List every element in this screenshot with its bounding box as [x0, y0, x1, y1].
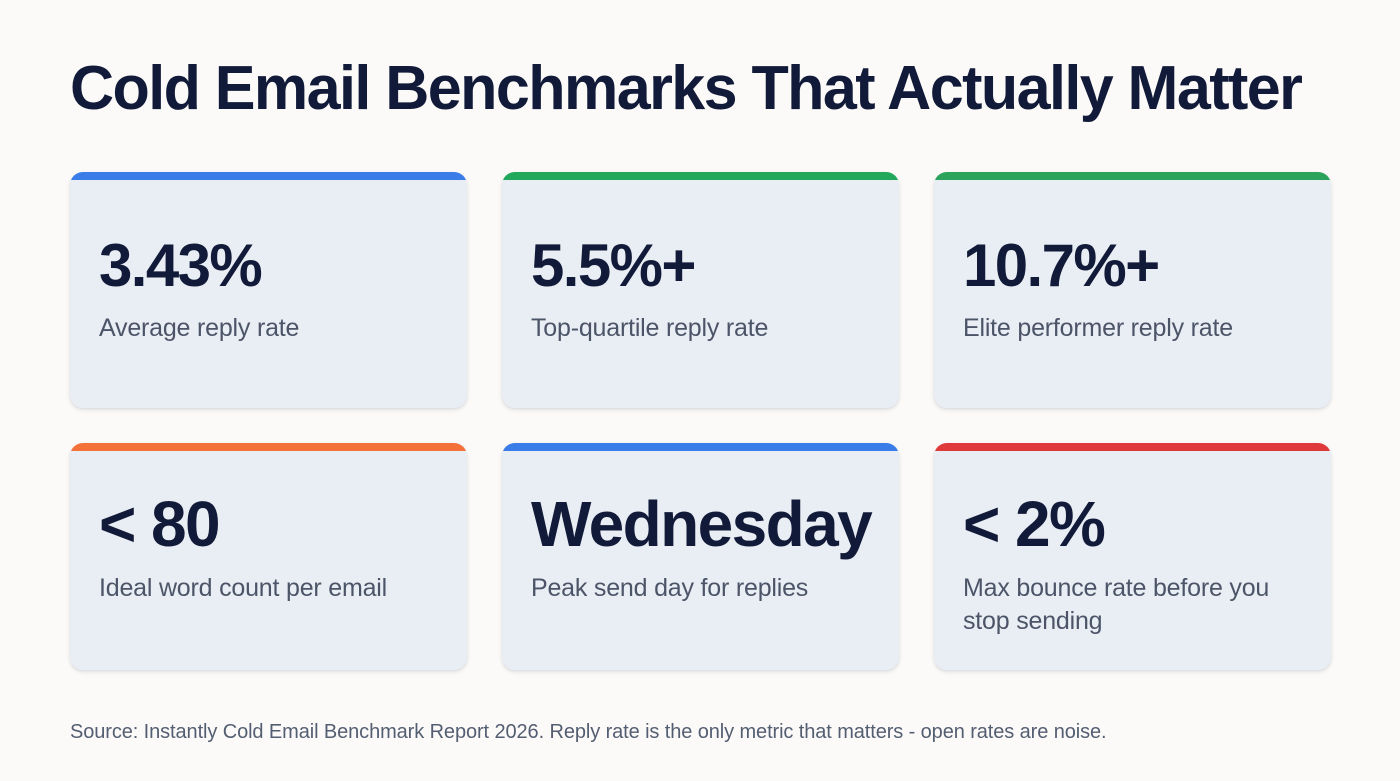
stat-value: < 2% — [963, 488, 1106, 560]
card-accent-bar-green — [502, 172, 899, 180]
stat-label: Top-quartile reply rate — [531, 314, 769, 342]
page-title: Cold Email Benchmarks That Actually Matt… — [70, 54, 1303, 123]
stat-label: Ideal word count per email — [99, 574, 388, 602]
card-accent-bar-green — [934, 172, 1331, 180]
card-accent-bar-red — [934, 443, 1331, 451]
stat-card-top-quartile-reply-rate: 5.5%+ Top-quartile reply rate — [502, 172, 899, 408]
stat-label: Max bounce rate before you stop sending — [963, 574, 1270, 635]
stat-label: Peak send day for replies — [531, 574, 809, 602]
stat-label: Average reply rate — [99, 314, 300, 342]
stat-value: Wednesday — [531, 488, 873, 560]
stat-card-average-reply-rate: 3.43% Average reply rate — [70, 172, 467, 408]
stat-card-grid: 3.43% Average reply rate 5.5%+ Top-quart… — [70, 172, 1331, 670]
stat-card-max-bounce-rate: < 2% Max bounce rate before you stop sen… — [934, 443, 1331, 670]
card-accent-bar-blue — [70, 172, 467, 180]
card-accent-bar-blue — [502, 443, 899, 451]
stat-value: 10.7%+ — [963, 232, 1160, 299]
source-note: Source: Instantly Cold Email Benchmark R… — [70, 721, 1107, 743]
stat-label: Elite performer reply rate — [963, 314, 1233, 342]
stat-card-elite-performer-reply-rate: 10.7%+ Elite performer reply rate — [934, 172, 1331, 408]
stat-card-ideal-word-count: < 80 Ideal word count per email — [70, 443, 467, 670]
stat-value: 3.43% — [99, 232, 263, 299]
stat-card-peak-send-day: Wednesday Peak send day for replies — [502, 443, 899, 670]
stat-value: < 80 — [99, 488, 221, 560]
card-accent-bar-orange — [70, 443, 467, 451]
stat-value: 5.5%+ — [531, 232, 696, 299]
